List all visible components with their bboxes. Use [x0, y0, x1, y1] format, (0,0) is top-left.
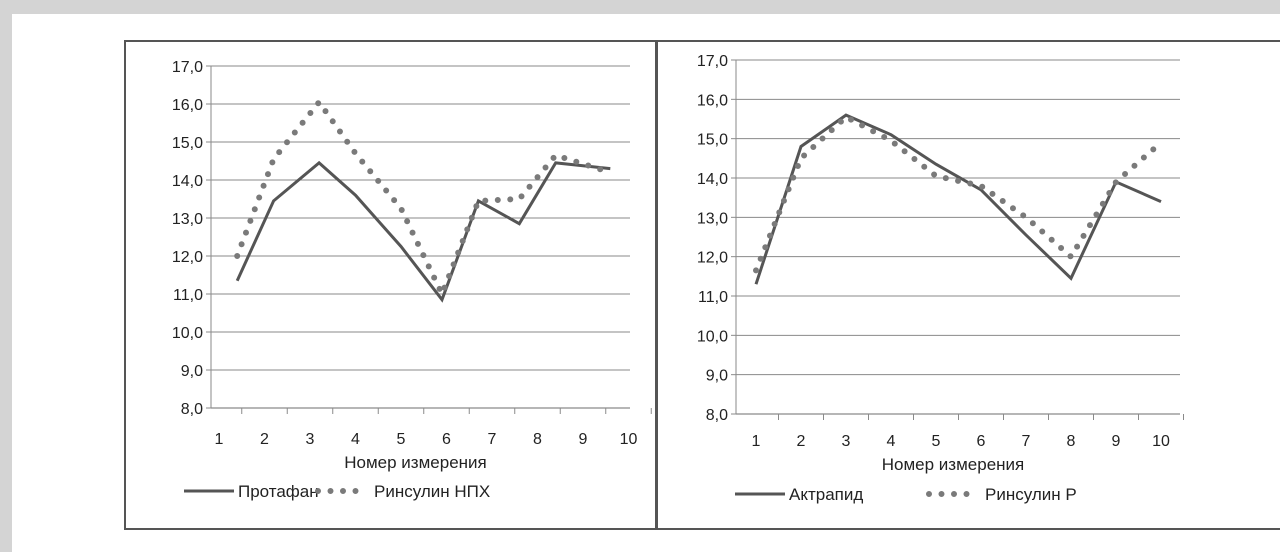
x-tick-label: 8 [533, 431, 542, 448]
series-line-2 [234, 97, 614, 302]
x-tick-label: 2 [797, 433, 806, 450]
y-tick-label: 15,0 [172, 135, 203, 152]
x-tick-label: 4 [351, 431, 360, 448]
series-line-1 [235, 160, 611, 303]
y-tick-label: 10,0 [172, 325, 203, 342]
x-tick-label: 10 [620, 431, 638, 448]
x-tick-label: 8 [1067, 433, 1076, 450]
y-tick-label: 15,0 [697, 132, 728, 149]
chart-1: 8,0 9,0 10,0 11,0 12,0 13,0 14,0 15,0 16,0 17,0 1 2… [172, 59, 652, 501]
y-tick-label: 13,0 [172, 211, 203, 228]
y-tick-label: 11,0 [698, 289, 728, 306]
y-tick-label: 16,0 [172, 97, 203, 114]
y-tick-label: 11,0 [173, 287, 203, 304]
x-tick-label: 9 [579, 431, 588, 448]
series-line-1 [754, 113, 1162, 285]
x-tick-label: 2 [260, 431, 269, 448]
x-tick-label: 3 [842, 433, 851, 450]
y-tick-label: 12,0 [697, 250, 728, 267]
x-tick-label: 1 [752, 433, 761, 450]
y-tick-label: 13,0 [697, 210, 728, 227]
x-tick-label: 3 [306, 431, 315, 448]
charts-border [124, 40, 1280, 530]
legend-label-2: Ринсулин Р [985, 485, 1077, 504]
y-tick-label: 8,0 [181, 401, 203, 418]
y-tick-label: 8,0 [706, 407, 728, 424]
y-tick-label: 12,0 [172, 249, 203, 266]
charts-divider [655, 40, 658, 530]
x-tick-label: 5 [397, 431, 406, 448]
legend-label-2: Ринсулин НПХ [374, 482, 490, 501]
x-tick-label: 9 [1112, 433, 1121, 450]
x-axis-title: Номер измерения [344, 453, 486, 472]
x-tick-label: 10 [1152, 433, 1170, 450]
x-axis-title: Номер измерения [882, 455, 1024, 474]
chart-2: 8,0 9,0 10,0 11,0 12,0 13,0 14,0 15,0 16,0 17,0 1 2… [697, 53, 1184, 504]
x-tick-label: 5 [932, 433, 941, 450]
y-tick-label: 9,0 [706, 368, 728, 385]
y-tick-label: 17,0 [697, 53, 728, 70]
x-tick-label: 1 [215, 431, 224, 448]
series-line-2 [753, 113, 1164, 274]
x-tick-label: 7 [1022, 433, 1031, 450]
x-tick-label: 7 [488, 431, 497, 448]
legend-label-1: Протафан [238, 482, 319, 501]
legend-label-1: Актрапид [789, 485, 863, 504]
x-tick-label: 6 [977, 433, 986, 450]
x-tick-label: 4 [887, 433, 896, 450]
x-tick-label: 6 [442, 431, 451, 448]
y-tick-label: 16,0 [697, 92, 728, 109]
y-tick-label: 14,0 [172, 173, 203, 190]
y-tick-label: 9,0 [181, 363, 203, 380]
y-tick-label: 10,0 [697, 328, 728, 345]
y-tick-label: 14,0 [697, 171, 728, 188]
y-tick-label: 17,0 [172, 59, 203, 76]
